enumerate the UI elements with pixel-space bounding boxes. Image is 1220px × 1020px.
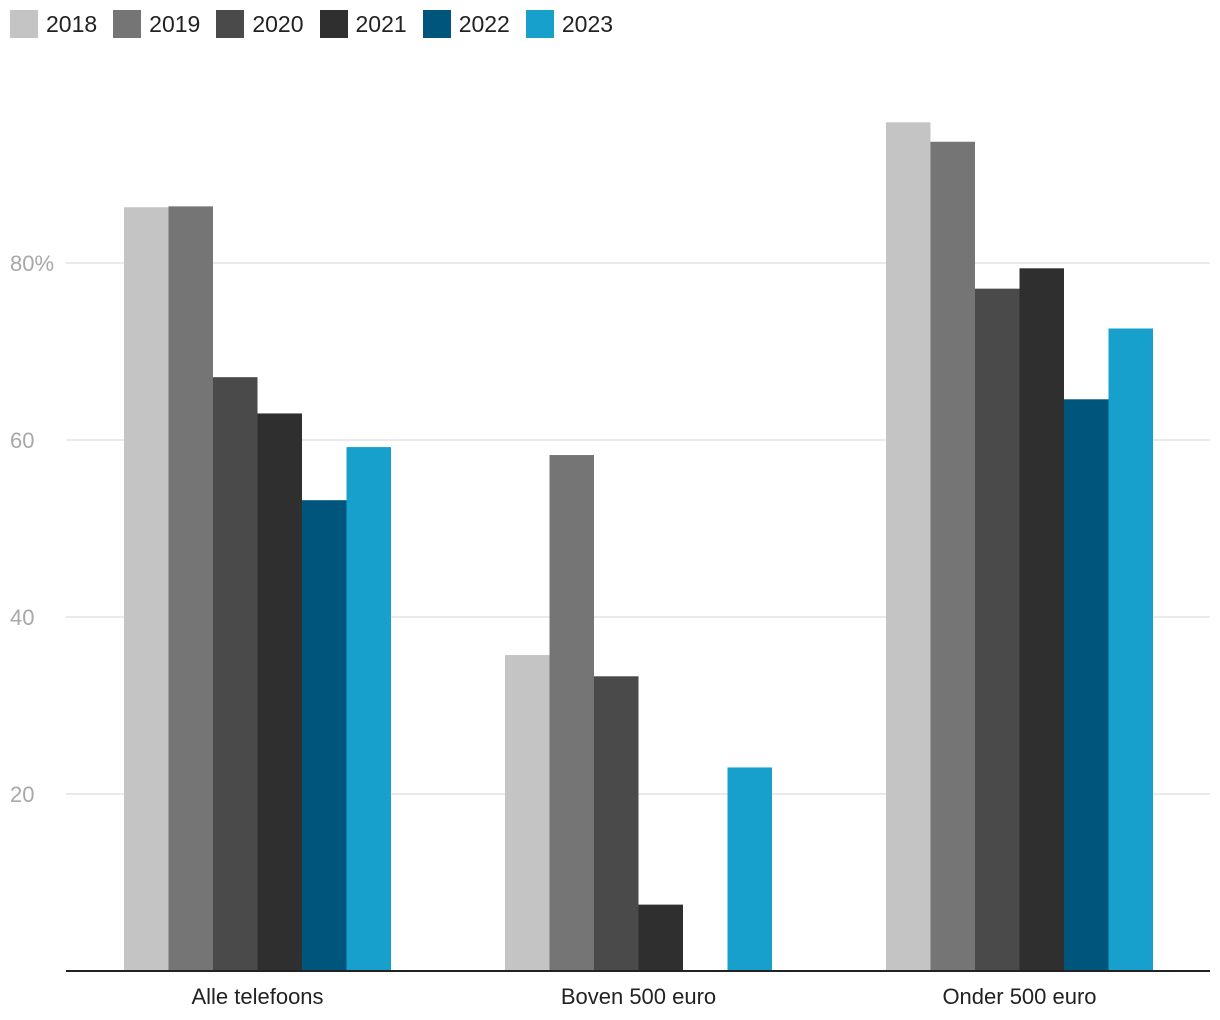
legend-label: 2023: [561, 10, 614, 37]
legend: 2018 2019 2020 2021 2022 2023: [10, 10, 613, 38]
legend-item-2020: 2020: [216, 10, 304, 38]
bar-2023-1: [346, 447, 391, 972]
legend-label: 2022: [458, 10, 510, 37]
bar-2019-2: [549, 455, 594, 971]
legend-label: 2018: [46, 10, 98, 37]
y-tick-label: 20: [10, 782, 34, 807]
legend-swatch: [216, 10, 245, 38]
legend-item-2021: 2021: [319, 10, 407, 38]
bar-2018-2: [505, 655, 550, 971]
legend-item-2018: 2018: [10, 10, 97, 38]
legend-label: 2021: [355, 10, 407, 37]
x-tick-label: Alle telefoons: [191, 984, 323, 1009]
legend-label: 2020: [252, 10, 304, 37]
bar-2023-3: [1108, 328, 1153, 971]
legend-item-2023: 2023: [525, 10, 614, 38]
bar-2022-1: [302, 500, 347, 971]
bar-2022-3: [1064, 399, 1109, 971]
legend-swatch: [113, 10, 142, 38]
legend-swatch: [525, 10, 554, 38]
y-tick-label: 80%: [10, 251, 54, 276]
bar-2018-3: [886, 122, 931, 971]
y-tick-label: 40: [10, 605, 34, 630]
legend-swatch: [422, 10, 451, 38]
legend-item-2019: 2019: [113, 10, 200, 38]
legend-label: 2019: [149, 10, 201, 37]
legend-item-2022: 2022: [422, 10, 510, 38]
bar-2021-1: [257, 413, 302, 971]
x-tick-label: Boven 500 euro: [561, 984, 716, 1009]
bar-2019-1: [168, 206, 213, 972]
legend-swatch: [10, 10, 38, 38]
bar-2020-3: [975, 288, 1020, 971]
bar-2023-2: [727, 767, 772, 971]
bar-2021-2: [638, 904, 683, 971]
bar-2021-3: [1019, 268, 1064, 971]
legend-swatch: [319, 10, 348, 38]
x-tick-label: Onder 500 euro: [942, 984, 1096, 1009]
bar-2019-3: [930, 141, 975, 971]
y-tick-label: 60: [10, 428, 34, 453]
bar-2020-2: [594, 676, 639, 971]
bar-2018-1: [124, 207, 169, 971]
bar-2020-1: [213, 377, 258, 971]
